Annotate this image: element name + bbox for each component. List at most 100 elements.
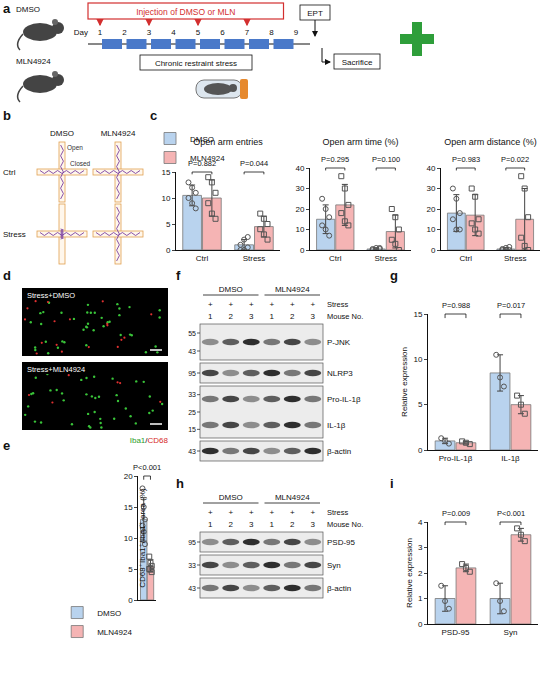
svg-text:+: + [310, 300, 315, 309]
svg-text:2: 2 [229, 520, 234, 529]
svg-text:43: 43 [188, 585, 196, 592]
svg-text:+: + [290, 508, 295, 517]
svg-text:Open arm distance (%): Open arm distance (%) [444, 137, 537, 147]
svg-text:+: + [249, 300, 254, 309]
svg-text:1: 1 [270, 520, 275, 529]
svg-text:5: 5 [196, 28, 201, 37]
svg-text:b: b [3, 108, 11, 123]
svg-text:0: 0 [128, 596, 133, 605]
svg-text:P=0.983: P=0.983 [452, 155, 480, 164]
svg-text:+: + [228, 508, 233, 517]
svg-text:43: 43 [188, 448, 196, 455]
svg-text:20: 20 [426, 205, 435, 214]
svg-text:h: h [176, 476, 184, 491]
svg-text:+: + [208, 508, 213, 517]
svg-text:1: 1 [208, 312, 213, 321]
svg-text:30: 30 [295, 184, 304, 193]
svg-text:33: 33 [188, 562, 196, 569]
svg-text:Iba1/CD68: Iba1/CD68 [130, 436, 169, 445]
svg-text:2: 2 [418, 569, 423, 578]
svg-text:P=0.882: P=0.882 [188, 159, 216, 168]
svg-text:0: 0 [418, 446, 423, 455]
svg-text:10: 10 [426, 225, 435, 234]
svg-text:Closed: Closed [70, 160, 91, 167]
svg-text:3: 3 [311, 312, 316, 321]
svg-text:Syn: Syn [327, 561, 341, 570]
svg-text:Mouse No.: Mouse No. [327, 520, 363, 529]
svg-text:15: 15 [161, 168, 170, 177]
svg-text:MLN4924: MLN4924 [97, 628, 132, 637]
svg-text:MLN4924: MLN4924 [275, 493, 310, 502]
svg-text:f: f [176, 268, 181, 283]
svg-text:CD68⁺Iba1⁺/Iba1⁺ area (%): CD68⁺Iba1⁺/Iba1⁺ area (%) [138, 488, 147, 588]
svg-text:95: 95 [188, 370, 196, 377]
svg-text:Relative expression: Relative expression [405, 538, 414, 608]
svg-text:P=0.295: P=0.295 [321, 155, 349, 164]
svg-text:Ctrl: Ctrl [3, 168, 16, 177]
svg-text:3: 3 [311, 520, 316, 529]
svg-text:Open: Open [67, 144, 83, 152]
svg-text:5: 5 [418, 400, 423, 409]
svg-text:Injection of DMSO or MLN: Injection of DMSO or MLN [136, 7, 235, 17]
svg-text:P=0.022: P=0.022 [501, 155, 529, 164]
svg-text:0: 0 [431, 246, 436, 255]
svg-text:Pro-IL-1β: Pro-IL-1β [327, 395, 361, 404]
svg-text:10: 10 [413, 355, 422, 364]
svg-text:i: i [390, 476, 394, 491]
svg-text:10: 10 [124, 534, 133, 543]
svg-text:P<0.001: P<0.001 [497, 509, 525, 518]
svg-text:+: + [269, 300, 274, 309]
svg-text:a: a [3, 1, 11, 16]
svg-text:P=0.100: P=0.100 [372, 155, 400, 164]
svg-text:MLN4924: MLN4924 [101, 129, 136, 138]
svg-text:10: 10 [161, 194, 170, 203]
svg-text:P<0.001: P<0.001 [133, 463, 161, 472]
svg-text:DMSO: DMSO [97, 609, 121, 618]
svg-text:4: 4 [418, 518, 423, 527]
svg-text:5: 5 [128, 565, 133, 574]
svg-text:Day: Day [74, 28, 88, 37]
svg-text:EPT: EPT [307, 9, 323, 18]
svg-text:1: 1 [98, 28, 103, 37]
svg-text:2: 2 [229, 312, 234, 321]
svg-text:Stress: Stress [327, 300, 349, 309]
svg-text:DMSO: DMSO [190, 135, 214, 144]
svg-text:0: 0 [166, 246, 171, 255]
svg-text:P=0.009: P=0.009 [442, 509, 470, 518]
svg-text:Open arm time (%): Open arm time (%) [322, 137, 398, 147]
svg-text:55: 55 [188, 330, 196, 337]
svg-text:DMSO: DMSO [219, 493, 243, 502]
svg-text:PSD-95: PSD-95 [327, 538, 356, 547]
svg-text:Relative expression: Relative expression [400, 347, 409, 417]
svg-text:Mouse No.: Mouse No. [327, 312, 363, 321]
svg-text:7: 7 [245, 28, 250, 37]
svg-text:1: 1 [418, 594, 423, 603]
svg-text:d: d [3, 268, 11, 283]
svg-text:DMSO: DMSO [50, 129, 74, 138]
svg-text:Open arm entries: Open arm entries [193, 137, 263, 147]
svg-text:10: 10 [295, 225, 304, 234]
svg-text:DMSO: DMSO [219, 285, 243, 294]
svg-text:Ctrl: Ctrl [329, 254, 342, 263]
svg-text:β-actin: β-actin [327, 447, 351, 456]
svg-text:+: + [208, 300, 213, 309]
svg-text:Sacrifice: Sacrifice [342, 58, 373, 67]
svg-text:P-JNK: P-JNK [327, 338, 351, 347]
svg-text:40: 40 [426, 164, 435, 173]
svg-text:3: 3 [418, 543, 423, 552]
svg-text:Stress: Stress [3, 230, 26, 239]
svg-text:Pro-IL-1β: Pro-IL-1β [439, 454, 473, 463]
svg-text:40: 40 [295, 164, 304, 173]
svg-text:IL-1β: IL-1β [501, 454, 520, 463]
svg-text:Ctrl: Ctrl [460, 254, 473, 263]
svg-text:25: 25 [188, 409, 196, 416]
svg-text:15: 15 [188, 426, 196, 433]
svg-text:43: 43 [188, 348, 196, 355]
svg-text:Stress: Stress [327, 508, 349, 517]
svg-text:IL-1β: IL-1β [327, 421, 346, 430]
svg-text:95: 95 [188, 539, 196, 546]
svg-text:MLN4924: MLN4924 [16, 57, 51, 66]
svg-text:Chronic restraint stress: Chronic restraint stress [155, 59, 237, 68]
svg-text:0: 0 [300, 246, 305, 255]
svg-text:2: 2 [122, 28, 127, 37]
